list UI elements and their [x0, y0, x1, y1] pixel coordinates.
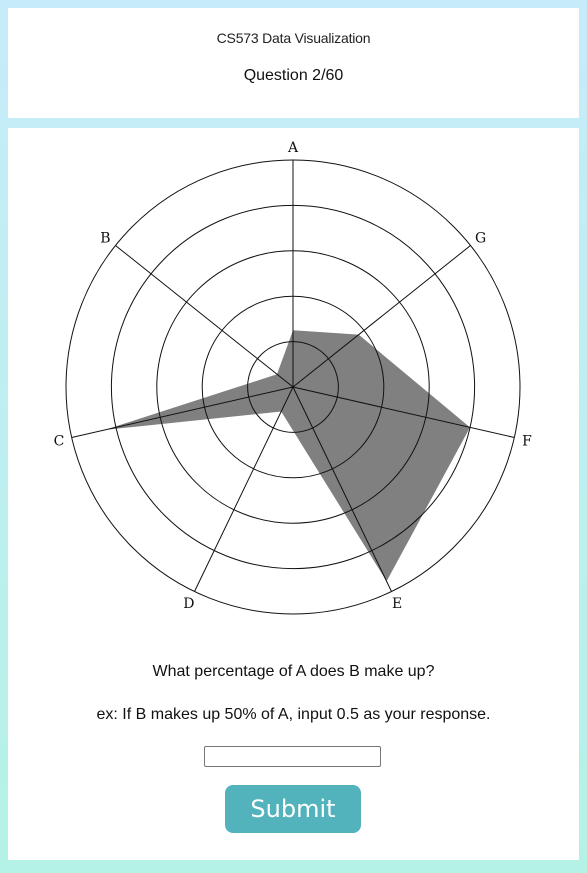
radar-chart: A G F E D C B: [54, 140, 532, 615]
radar-axis-f: [292, 386, 515, 438]
radar-axis-label-f: F: [522, 433, 532, 449]
course-title: CS573 Data Visualization: [216, 30, 371, 46]
header-panel: CS573 Data Visualization Question 2/60: [8, 8, 579, 118]
answer-input[interactable]: [204, 746, 381, 767]
radar-axis-label-d: D: [183, 596, 194, 612]
radar-axis-label-b: B: [100, 230, 110, 246]
radar-axis-label-e: E: [392, 596, 402, 612]
radar-axis-label-a: A: [287, 140, 299, 156]
radar-axis-c: [71, 386, 294, 438]
radar-axis-g: [292, 245, 471, 388]
question-example: ex: If B makes up 50% of A, input 0.5 as…: [96, 706, 491, 723]
radar-data-polygon: [104, 330, 471, 582]
radar-axis-label-c: C: [54, 433, 65, 449]
radar-axis-b: [115, 245, 294, 388]
question-prompt: What percentage of A does B make up?: [152, 663, 435, 680]
radar-axis-e: [292, 386, 392, 592]
radar-axis-label-g: G: [475, 230, 486, 246]
question-counter: Question 2/60: [243, 67, 344, 84]
submit-button[interactable]: Submit: [225, 785, 361, 833]
radar-axis-d: [194, 386, 294, 592]
question-panel: A G F E D C B What percentage of A does B make…: [8, 128, 579, 860]
